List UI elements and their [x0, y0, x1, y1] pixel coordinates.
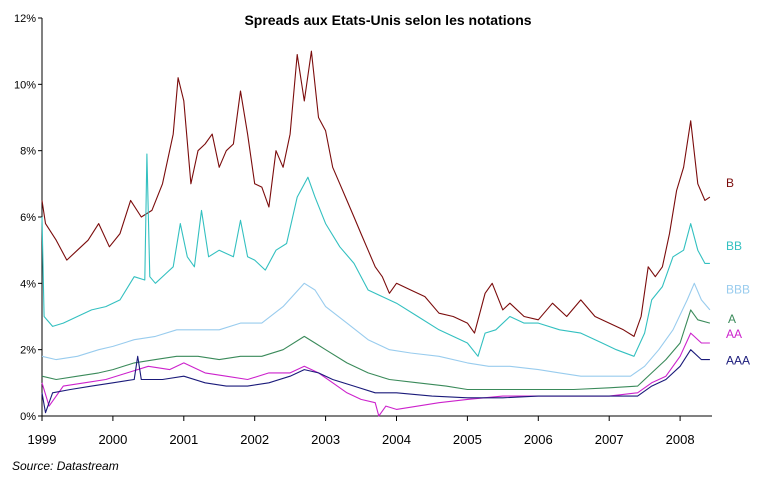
y-tick-label: 0% — [20, 411, 36, 423]
y-tick-label: 8% — [20, 146, 36, 158]
y-tick-label: 2% — [20, 345, 36, 357]
series-label-aa: AA — [726, 327, 742, 341]
x-tick-label: 2007 — [595, 432, 624, 447]
y-tick-label: 4% — [20, 278, 36, 290]
x-tick-label: 2000 — [98, 432, 127, 447]
x-tick-label: 1999 — [28, 432, 57, 447]
x-tick-label: 2005 — [453, 432, 482, 447]
x-tick-label: 2004 — [382, 432, 411, 447]
x-tick-label: 2003 — [311, 432, 340, 447]
series-line-b — [41, 50, 711, 337]
series-label-aaa: AAA — [726, 354, 750, 368]
y-tick-label: 10% — [14, 79, 36, 91]
source-note: Source: Datastream — [12, 459, 119, 473]
series-label-a: A — [728, 312, 736, 326]
chart-axes: 0% 2% 4% 6% 8% 10% 12% 1999 2000 2001 2002 2003 2004… — [14, 13, 712, 447]
x-tick-label: 2002 — [240, 432, 269, 447]
chart-title: Spreads aux Etats-Unis selon les notatio… — [244, 12, 531, 28]
y-tick-label: 6% — [20, 212, 36, 224]
series-line-bb — [41, 153, 710, 357]
series-line-bbb — [41, 282, 711, 377]
x-tick-label: 2001 — [169, 432, 198, 447]
series-label-b: B — [726, 176, 734, 190]
chart-series-lines — [41, 50, 711, 417]
series-line-aaa — [41, 349, 710, 414]
series-label-bb: BB — [726, 239, 742, 253]
x-tick-label: 2008 — [666, 432, 695, 447]
x-tick-label: 2006 — [524, 432, 553, 447]
series-label-bbb: BBB — [726, 282, 750, 296]
series-line-aa — [41, 332, 710, 417]
y-tick-label: 12% — [14, 13, 36, 25]
series-line-a — [41, 309, 711, 391]
